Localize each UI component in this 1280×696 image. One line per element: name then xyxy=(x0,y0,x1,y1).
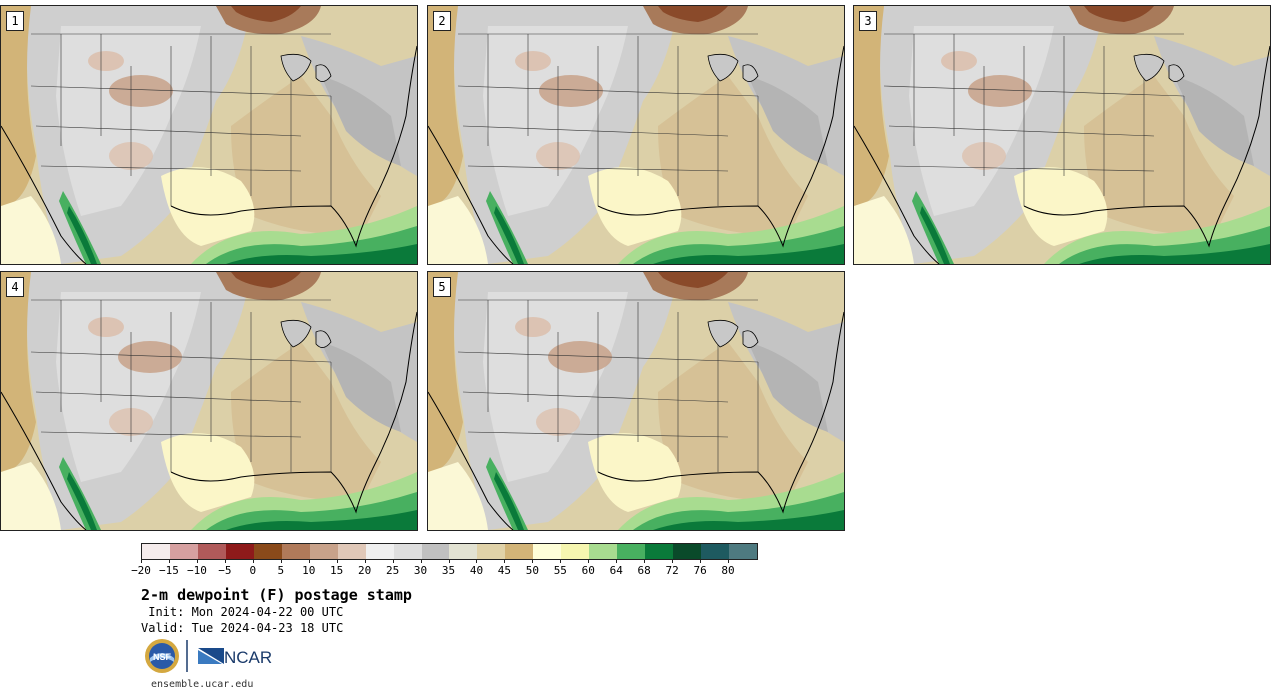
colorbar-tick xyxy=(168,559,170,563)
map-panel-2: 2 xyxy=(427,5,845,265)
colorbar-segment xyxy=(253,544,282,559)
init-time: Init: Mon 2024-04-22 00 UTC xyxy=(141,605,344,619)
colorbar-tick xyxy=(141,559,142,563)
colorbar-tick xyxy=(448,559,450,563)
ncar-logo: NCAR xyxy=(198,648,272,667)
panel-number: 4 xyxy=(6,277,24,297)
colorbar-tick-label: 10 xyxy=(302,564,316,577)
colorbar-tick xyxy=(476,559,478,563)
colorbar-segment xyxy=(142,544,170,559)
colorbar-segment xyxy=(477,544,506,559)
colorbar-tick-label: 50 xyxy=(525,564,539,577)
colorbar-tick-label: 40 xyxy=(469,564,484,577)
colorbar-tick-label: −15 xyxy=(159,564,179,577)
colorbar-tick xyxy=(420,559,422,563)
colorbar-segment xyxy=(197,544,226,559)
panel-number: 3 xyxy=(859,11,877,31)
colorbar-segment xyxy=(645,544,674,559)
panel-number: 5 xyxy=(433,277,451,297)
colorbar-tick xyxy=(280,559,282,563)
colorbar-segment xyxy=(337,544,366,559)
dewpoint-map xyxy=(1,272,417,530)
valid-time: Valid: Tue 2024-04-23 18 UTC xyxy=(141,621,344,635)
colorbar-tick xyxy=(588,559,590,563)
colorbar-segment xyxy=(393,544,422,559)
colorbar-tick xyxy=(252,559,254,563)
colorbar-tick-label: −10 xyxy=(186,564,207,577)
colorbar-tick-label: 55 xyxy=(553,564,567,577)
colorbar-segment xyxy=(729,544,757,559)
colorbar-tick-label: 80 xyxy=(721,564,735,577)
colorbar-tick xyxy=(196,559,198,563)
colorbar-tick-label: 68 xyxy=(637,564,651,577)
website-url: ensemble.ucar.edu xyxy=(151,679,254,690)
map-panel-4: 4 xyxy=(0,271,418,531)
dewpoint-map xyxy=(428,272,844,530)
nsf-text: NSF xyxy=(153,652,172,662)
colorbar-segment xyxy=(701,544,730,559)
colorbar-tick-label: 15 xyxy=(330,564,344,577)
colorbar-tick-label: 64 xyxy=(609,564,623,577)
colorbar-tick xyxy=(532,559,534,563)
colorbar-tick-label: 60 xyxy=(581,564,595,577)
panel-number: 2 xyxy=(433,11,451,31)
colorbar-segment xyxy=(505,544,534,559)
colorbar-labels: −20 −15 −10 −5 0 5 10 15 20 25 30 35 40 45 50 55 60 64 68 7… xyxy=(131,564,756,578)
colorbar-segment xyxy=(617,544,646,559)
colorbar-tick xyxy=(560,559,562,563)
colorbar-tick xyxy=(700,559,702,563)
panel-number: 1 xyxy=(6,11,24,31)
nsf-logo: NSF xyxy=(145,639,179,673)
colorbar-segment xyxy=(281,544,310,559)
colorbar-tick-label: 5 xyxy=(277,564,285,577)
colorbar-segment xyxy=(365,544,394,559)
dewpoint-map xyxy=(1,6,417,264)
colorbar-ticks xyxy=(141,559,756,563)
colorbar-tick xyxy=(504,559,506,563)
ncar-text: NCAR xyxy=(224,648,272,667)
colorbar-segment xyxy=(309,544,338,559)
colorbar-tick-label: 45 xyxy=(497,564,512,577)
colorbar-segment xyxy=(449,544,478,559)
colorbar-tick xyxy=(672,559,674,563)
colorbar-tick xyxy=(224,559,226,563)
colorbar-tick-label: −20 xyxy=(131,564,151,577)
dewpoint-map xyxy=(854,6,1270,264)
colorbar-tick-label: 76 xyxy=(693,564,707,577)
colorbar-segment xyxy=(533,544,562,559)
colorbar-tick xyxy=(392,559,394,563)
colorbar-tick xyxy=(644,559,646,563)
colorbar-tick-label: 0 xyxy=(249,564,257,577)
colorbar-segment xyxy=(561,544,590,559)
colorbar-tick-label: 35 xyxy=(441,564,456,577)
colorbar-tick-label: 20 xyxy=(358,564,372,577)
logos: NSF NCAR xyxy=(144,638,274,674)
colorbar-segment xyxy=(225,544,254,559)
map-panel-5: 5 xyxy=(427,271,845,531)
colorbar-tick xyxy=(728,559,730,563)
map-panel-3: 3 xyxy=(853,5,1271,265)
colorbar-tick xyxy=(616,559,618,563)
colorbar-tick-label: 72 xyxy=(665,564,679,577)
colorbar-tick-label: −5 xyxy=(218,564,232,577)
colorbar-segment xyxy=(589,544,618,559)
map-panel-1: 1 xyxy=(0,5,418,265)
colorbar-tick-label: 30 xyxy=(413,564,428,577)
colorbar-tick xyxy=(336,559,338,563)
colorbar-segment xyxy=(421,544,450,559)
colorbar-tick xyxy=(364,559,366,563)
colorbar-tick-label: 25 xyxy=(385,564,400,577)
colorbar-tick xyxy=(308,559,310,563)
colorbar-segment xyxy=(673,544,702,559)
chart-title: 2-m dewpoint (F) postage stamp xyxy=(141,586,412,604)
colorbar xyxy=(141,543,758,560)
colorbar-segment xyxy=(169,544,198,559)
dewpoint-map xyxy=(428,6,844,264)
